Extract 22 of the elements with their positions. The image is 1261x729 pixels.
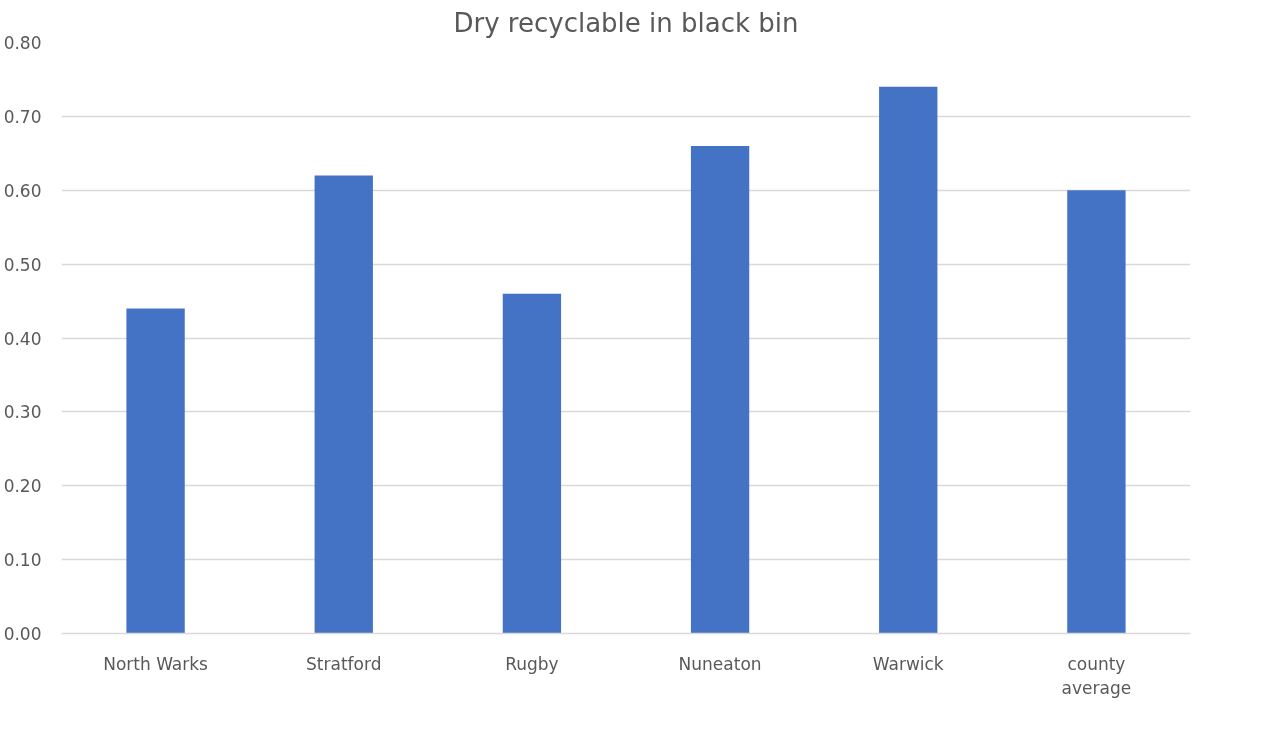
y-tick-label: 0.10 <box>3 550 42 571</box>
x-tick-label: North Warks <box>103 653 209 674</box>
x-tick-label: Warwick <box>872 653 944 674</box>
y-tick-label: 0.50 <box>3 254 42 275</box>
bar <box>1067 190 1126 634</box>
bar <box>690 145 750 634</box>
y-tick-label: 0.00 <box>3 624 42 644</box>
bar <box>879 86 938 634</box>
y-tick-label: 0.40 <box>3 328 42 349</box>
x-tick-label: Rugby <box>505 653 559 674</box>
y-tick-label: 0.80 <box>3 33 42 53</box>
y-tick-label: 0.60 <box>3 180 42 201</box>
bar <box>126 308 185 634</box>
x-tick-label: county average <box>1061 653 1132 698</box>
bar <box>502 293 562 634</box>
chart-title: Dry recyclable in black bin <box>453 7 799 38</box>
y-tick-label: 0.70 <box>3 106 42 127</box>
x-tick-label: Nuneaton <box>678 653 762 674</box>
y-tick-label: 0.30 <box>3 402 42 423</box>
y-tick-label: 0.20 <box>3 476 42 497</box>
x-tick-label: Stratford <box>306 653 382 674</box>
bar <box>314 175 373 634</box>
